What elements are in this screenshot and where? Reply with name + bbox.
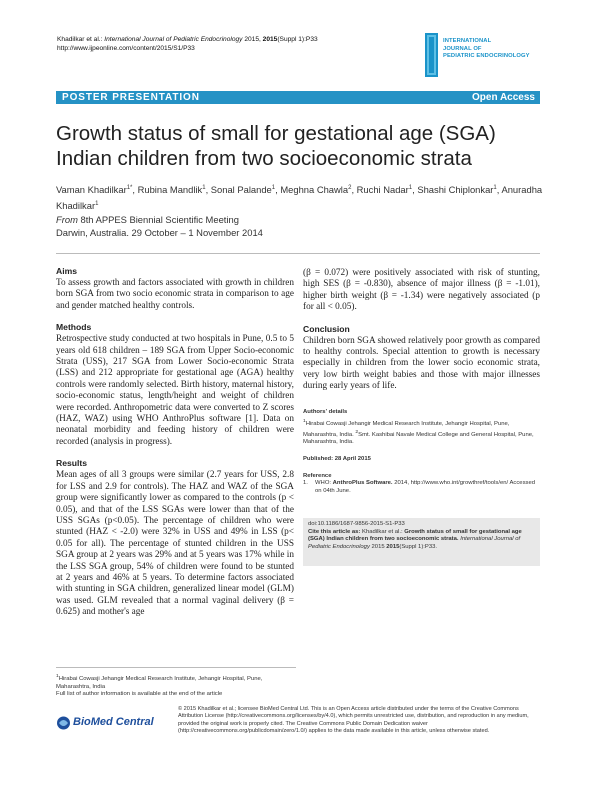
author[interactable]: Vaman Khadilkar1* — [56, 184, 133, 196]
cite-volume: 2015 — [386, 543, 400, 550]
logo-line-1: INTERNATIONAL — [443, 38, 492, 44]
open-access-label: Open Access — [472, 92, 535, 103]
cite-journal: International Journal of Pediatric Endoc… — [308, 536, 521, 550]
meeting-name-line: From 8th APPES Biennial Scientific Meeti… — [56, 214, 546, 227]
footnote-divider — [56, 667, 296, 668]
results-text-continued: (β = 0.072) were positively associated w… — [303, 268, 540, 313]
affiliation-sup: 2 — [355, 429, 359, 435]
authors-details-heading: Authors' details — [303, 408, 348, 415]
footnote-sup: 1 — [56, 674, 59, 679]
author[interactable]: Anuradha Khadilkar1 — [56, 184, 543, 212]
reference-text[interactable]: WHO: AnthroPlus Software. 2014, http://w… — [315, 480, 536, 494]
cite-authors: Khadilkar et al.: — [360, 528, 403, 535]
header-volume: 2015 — [262, 36, 278, 43]
references-heading: Reference — [303, 472, 332, 479]
author[interactable]: Rubina Mandlik1 — [137, 184, 206, 196]
conclusion-text: Children born SGA showed relatively poor… — [303, 335, 540, 392]
footnote: 1Hirabai Cowasji Jehangir Medical Resear… — [56, 673, 296, 699]
header-year: 2015 — [244, 36, 259, 43]
header-issue: (Suppl 1):P33 — [277, 36, 318, 43]
left-column: Aims To assess growth and factors associ… — [56, 266, 294, 619]
aims-text: To assess growth and factors associated … — [56, 278, 294, 311]
cite-title: Growth status of small for gestational a… — [308, 528, 522, 543]
conclusion-heading: Conclusion — [303, 323, 350, 334]
section-banner: POSTER PRESENTATION Open Access — [56, 91, 540, 104]
reference-item: 1. WHO: AnthroPlus Software. 2014, http:… — [303, 480, 540, 495]
header-url[interactable]: http://www.ijpeonline.com/content/2015/S… — [57, 45, 195, 52]
cite-label: Cite this article as: — [308, 528, 361, 535]
header-journal: International Journal of Pediatric Endoc… — [104, 36, 243, 43]
journal-logo: INTERNATIONAL JOURNAL OF PEDIATRIC ENDOC… — [425, 33, 550, 79]
affiliations: 1Hirabai Cowasji Jehangir Medical Resear… — [303, 418, 540, 447]
affiliation-sup: 1 — [303, 419, 306, 425]
author[interactable]: Sonal Palande1 — [210, 184, 276, 196]
authors-details: Authors' details 1Hirabai Cowasji Jehang… — [303, 409, 540, 447]
methods-text: Retrospective study conducted at two hos… — [56, 334, 294, 447]
biomed-central-logo-icon — [57, 716, 70, 730]
running-header: Khadilkar et al.: International Journal … — [57, 35, 318, 53]
sep1: : — [100, 36, 105, 43]
results-heading: Results — [56, 458, 88, 469]
meeting-place: Darwin, Australia. 29 October – 1 Novemb… — [56, 226, 263, 238]
references: Reference 1. WHO: AnthroPlus Software. 2… — [303, 473, 540, 496]
author[interactable]: Ruchi Nadar1 — [356, 184, 413, 196]
reference-number: 1. — [303, 480, 308, 487]
author[interactable]: Shashi Chiplonkar1 — [417, 184, 497, 196]
meeting-from: From — [56, 214, 78, 225]
affiliation-2: Smt. Kashibai Navale Medical College and… — [303, 431, 534, 446]
citation-box: doi:10.1186/1687-9856-2015-S1-P33 Cite t… — [303, 518, 540, 566]
affiliation-1: Hirabai Cowasji Jehangir Medical Researc… — [303, 421, 510, 438]
footnote-affil-text: Hirabai Cowasji Jehangir Medical Researc… — [56, 675, 263, 690]
cite-issue: (Suppl 1):P33. — [399, 543, 438, 550]
footnote-full-list: Full list of author information is avail… — [56, 691, 223, 698]
published-date: Published: 28 April 2015 — [303, 455, 371, 462]
meeting-name: 8th APPES Biennial Scientific Meeting — [80, 214, 239, 225]
aims-heading: Aims — [56, 266, 78, 276]
logo-line-2: JOURNAL OF — [443, 45, 482, 52]
biomed-central-logo: BioMed Central — [56, 716, 176, 730]
cite-year: 2015 — [369, 543, 387, 550]
journal-logo-text: INTERNATIONAL JOURNAL OF PEDIATRIC ENDOC… — [443, 38, 530, 61]
footnote-affiliation: 1Hirabai Cowasji Jehangir Medical Resear… — [56, 673, 296, 691]
header-authors: Khadilkar et al. — [57, 36, 101, 43]
author-list: Vaman Khadilkar1*, Rubina Mandlik1, Sona… — [56, 184, 543, 212]
meeting-info: From 8th APPES Biennial Scientific Meeti… — [56, 214, 546, 239]
journal-logo-mark-icon — [425, 33, 438, 77]
publisher-name: BioMed Central — [73, 716, 154, 728]
citation-box-content: doi:10.1186/1687-9856-2015-S1-P33 Cite t… — [303, 518, 540, 554]
header-citation-line: Khadilkar et al.: International Journal … — [57, 36, 318, 43]
section-label: POSTER PRESENTATION — [62, 92, 200, 103]
doi[interactable]: doi:10.1186/1687-9856-2015-S1-P33 — [308, 521, 405, 527]
results-text: Mean ages of all 3 groups were similar (… — [56, 470, 294, 618]
author[interactable]: Meghna Chawla2 — [280, 184, 352, 196]
logo-line-3: PEDIATRIC ENDOCRINOLOGY — [443, 53, 530, 60]
divider — [56, 253, 540, 254]
methods-heading: Methods — [56, 322, 92, 333]
article-title: Growth status of small for gestational a… — [56, 122, 496, 170]
license-text: © 2015 Khadilkar et al.; licensee BioMed… — [178, 706, 529, 734]
right-column: (β = 0.072) were positively associated w… — [303, 268, 540, 495]
cite-this-article: Cite this article as: Khadilkar et al.: … — [308, 529, 535, 552]
